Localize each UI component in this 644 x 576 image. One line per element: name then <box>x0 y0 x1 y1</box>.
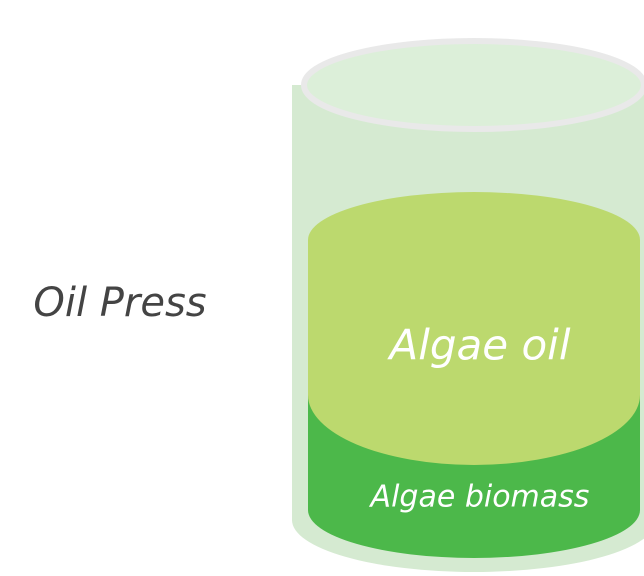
cylinder-top <box>304 41 644 129</box>
diagram: Oil Press Algae oil Algae biomass <box>0 0 644 576</box>
title: Oil Press <box>33 280 206 326</box>
biomass-label: Algae biomass <box>369 480 590 515</box>
page: Oil Press Algae oil Algae biomass (() =>… <box>0 0 644 576</box>
oil-label: Algae oil <box>386 321 570 370</box>
